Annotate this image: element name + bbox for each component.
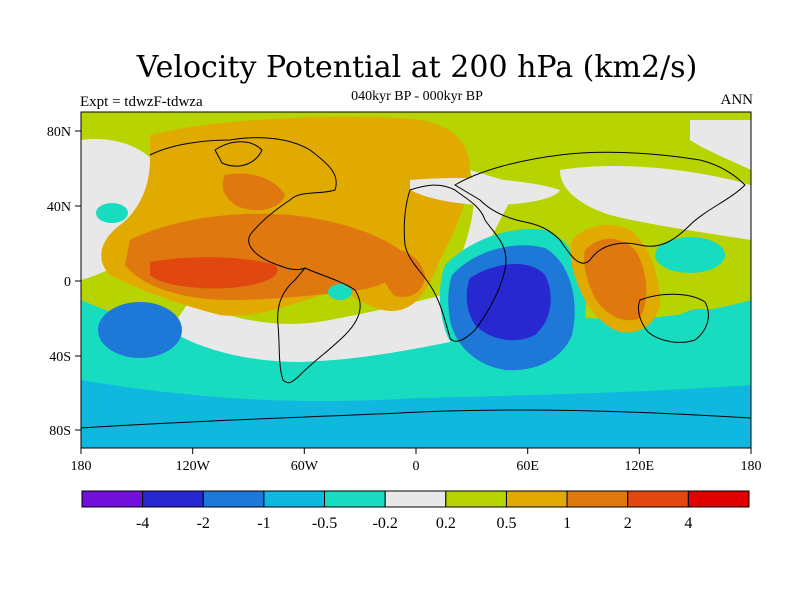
y-tick-label: 80N [47, 125, 71, 140]
colorbar-label: 0.5 [496, 515, 516, 532]
x-tick-label: 180 [71, 459, 92, 474]
contour-brazil-cyan [328, 284, 352, 300]
x-tick-label: 180 [741, 459, 762, 474]
colorbar-label: 1 [563, 515, 571, 532]
colorbar: -4 -2 -1 -0.5 -0.2 0.2 0.5 1 2 4 [81, 490, 750, 532]
colorbar-label: -2 [197, 515, 210, 532]
coast-greenland [214, 141, 263, 167]
contour-positive-westafrica [379, 248, 425, 298]
contour-positive-maritime-core [584, 238, 647, 321]
colorbar-label: -0.5 [312, 515, 337, 532]
coast-africa [403, 184, 507, 342]
contour-north-pacific-cyan [96, 203, 128, 223]
colorbar-label: -4 [136, 515, 149, 532]
y-tick-label: 0 [64, 275, 71, 290]
colorbar-swatch [324, 490, 386, 508]
season-label: ANN [720, 92, 754, 108]
coast-south-america [277, 267, 361, 384]
contour-australia-cyan [675, 309, 725, 341]
coastlines [81, 137, 751, 429]
x-tick-label: 60E [516, 459, 539, 474]
contour-positive-max [150, 257, 278, 289]
coast-australia [637, 293, 709, 343]
x-tick-label: 0 [413, 459, 420, 474]
colorbar-swatch [627, 490, 689, 508]
colorbar-swatch [81, 490, 144, 508]
colorbar-label: -1 [257, 515, 270, 532]
contour-south-pacific-low [98, 302, 182, 358]
map-title: Velocity Potential at 200 hPa (km2/s) [136, 50, 698, 85]
contour-positive-northamerica [222, 173, 285, 211]
colorbar-label: 2 [624, 515, 632, 532]
coast-north-america [149, 137, 337, 271]
colorbar-label: 4 [684, 515, 692, 532]
experiment-label: Expt = tdwzF-tdwza [80, 94, 203, 110]
colorbar-swatch [687, 490, 750, 508]
contour-polar-blue [81, 425, 751, 448]
y-tick-label: 40N [47, 200, 71, 215]
colorbar-label: 0.2 [436, 515, 456, 532]
contour-zero-europe [410, 178, 560, 205]
colorbar-swatch [142, 490, 204, 508]
coast-eurasia [454, 151, 746, 264]
contour-negative-indian-min [466, 263, 551, 341]
contour-westpacific-cyan [655, 237, 725, 273]
colorbar-swatch [445, 490, 507, 508]
map-subtitle: 040kyr BP - 000kyr BP [351, 89, 483, 104]
colorbar-swatch [384, 490, 447, 508]
y-tick-label: 40S [49, 350, 71, 365]
x-tick-label: 120W [176, 459, 211, 474]
y-axis-ticks: 80N 40N 0 40S 80S [47, 125, 81, 439]
colorbar-swatch [505, 490, 568, 508]
colorbar-label: -0.2 [373, 515, 398, 532]
x-tick-label: 60W [291, 459, 319, 474]
colorbar-swatch [202, 490, 265, 508]
colorbar-swatch [566, 490, 629, 508]
contour-zero-south [170, 290, 460, 362]
contour-zero-arctic [690, 120, 751, 170]
coast-antarctica [81, 409, 751, 429]
colorbar-swatch [263, 490, 326, 508]
y-tick-label: 80S [49, 424, 71, 439]
contour-field [81, 112, 751, 448]
x-axis-ticks: 180 120W 60W 0 60E 120E 180 [71, 448, 762, 474]
contour-zero-asia [560, 165, 751, 240]
x-tick-label: 120E [625, 459, 655, 474]
